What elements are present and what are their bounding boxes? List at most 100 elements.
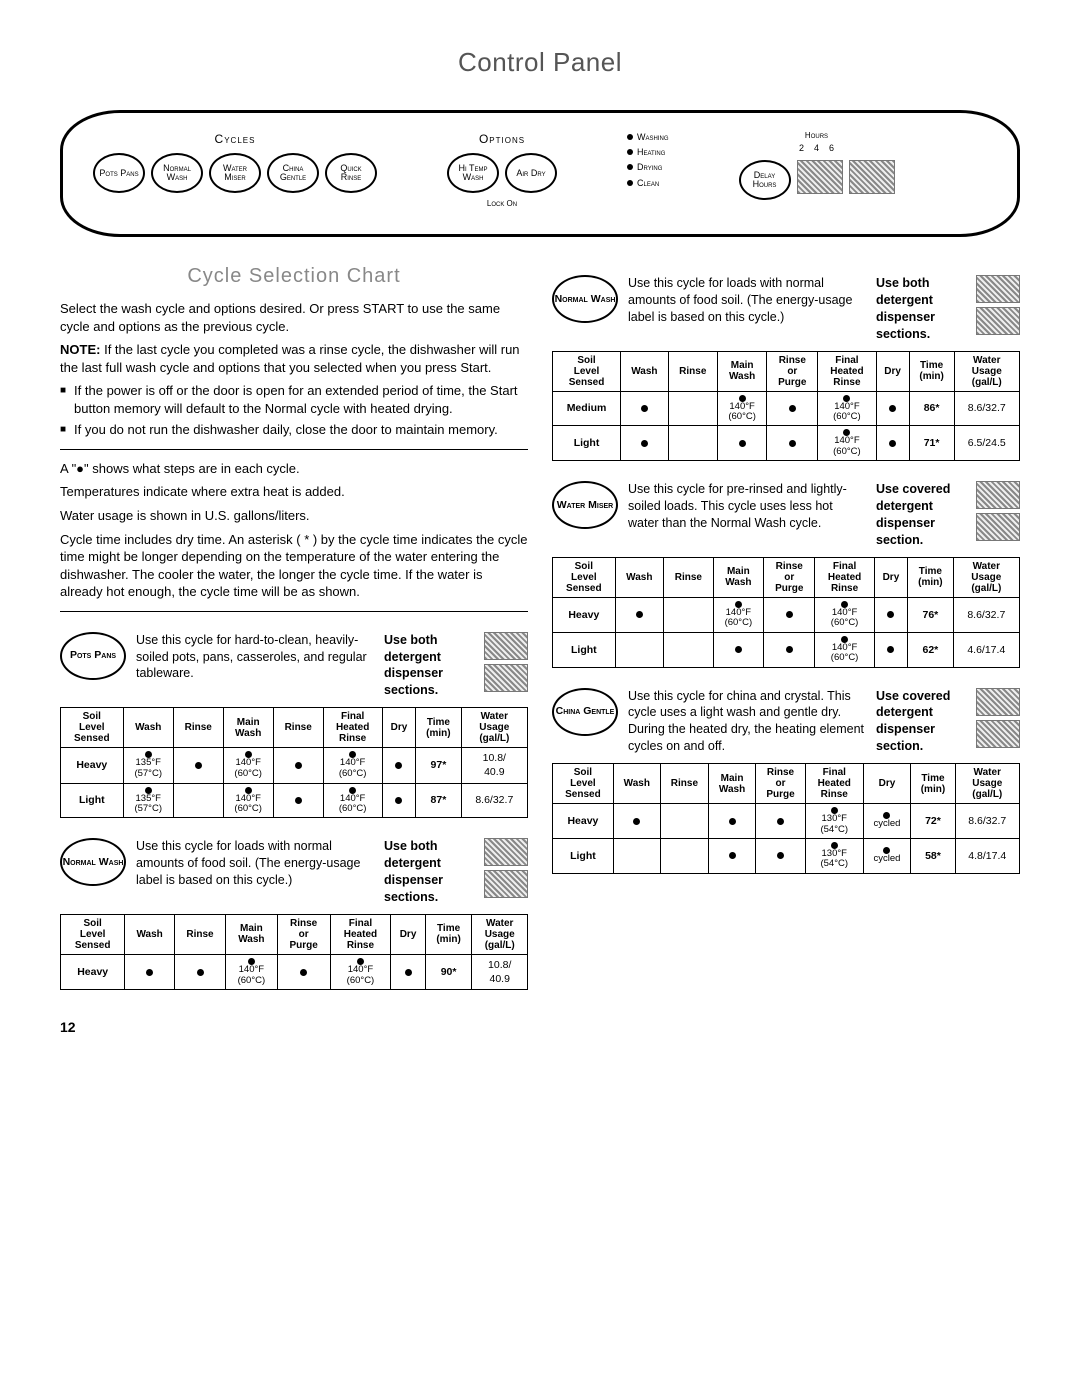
col-header: RinseorPurge (756, 764, 806, 804)
cycle-art (976, 481, 1020, 509)
cycle-tip: Use both detergent dispenser sections. (384, 838, 474, 906)
col-header: Time(min) (425, 914, 472, 954)
col-header: RinseorPurge (767, 351, 818, 391)
pots-pans-button[interactable]: Pots Pans (93, 153, 145, 193)
col-header: Wash (125, 914, 175, 954)
col-header: FinalHeatedRinse (806, 764, 864, 804)
lock-on-label: Lock On (487, 199, 517, 210)
cycle-desc: Use this cycle for hard-to-clean, heavil… (136, 632, 374, 683)
table-row: Heavy140°F(60°C)140°F(60°C)90*10.8/40.9 (61, 954, 528, 989)
status-drying: Drying (627, 161, 669, 173)
col-header: Rinse (668, 351, 717, 391)
table-row: Light130°F(54°C)cycled58*4.8/17.4 (553, 838, 1020, 873)
cycle-art (976, 307, 1020, 335)
cycle-table: SoilLevelSensedWashRinseMainWashRinseorP… (60, 914, 528, 990)
col-header: Dry (863, 764, 911, 804)
col-header: SoilLevelSensed (553, 557, 616, 597)
table-row: Heavy135°F(57°C)140°F(60°C)140°F(60°C)97… (61, 748, 528, 783)
cycle-desc: Use this cycle for loads with normal amo… (136, 838, 374, 889)
cycle-table: SoilLevelSensedWashRinseMainWashRinseorP… (552, 351, 1020, 462)
cycle-art (484, 632, 528, 660)
cycle-art (976, 688, 1020, 716)
col-header: Time(min) (909, 351, 954, 391)
cycle-tip: Use covered detergent dispenser section. (876, 688, 966, 756)
col-header: WaterUsage(gal/L) (955, 764, 1019, 804)
col-header: MainWash (713, 557, 763, 597)
cycle-desc: Use this cycle for loads with normal amo… (628, 275, 866, 326)
status-heating: Heating (627, 146, 669, 158)
col-header: MainWash (226, 914, 278, 954)
cycle-tip: Use both detergent dispenser sections. (876, 275, 966, 343)
normal-wash-icon: Normal Wash (60, 838, 126, 886)
air-dry-button[interactable]: Air Dry (505, 153, 557, 193)
col-header: Rinse (173, 708, 223, 748)
control-panel: Cycles Pots PansNormal WashWater MiserCh… (60, 110, 1020, 237)
col-header: FinalHeatedRinse (330, 914, 391, 954)
col-header: SoilLevelSensed (61, 914, 125, 954)
intro-p4: Water usage is shown in U.S. gallons/lit… (60, 507, 528, 525)
table-row: Heavy140°F(60°C)140°F(60°C)76*8.6/32.7 (553, 597, 1020, 632)
normal-wash-button[interactable]: Normal Wash (151, 153, 203, 193)
col-header: WaterUsage(gal/L) (953, 557, 1019, 597)
quick-rinse-button[interactable]: Quick Rinse (325, 153, 377, 193)
col-header: Dry (874, 557, 907, 597)
hours-label: Hours (799, 131, 834, 142)
col-header: Rinse (273, 708, 323, 748)
status-group: Washing Heating Drying Clean (627, 131, 669, 189)
panel-art-1 (797, 160, 843, 194)
cycle-desc: Use this cycle for china and crystal. Th… (628, 688, 866, 756)
table-row: Light140°F(60°C)62*4.6/17.4 (553, 632, 1020, 667)
col-header: SoilLevelSensed (553, 764, 614, 804)
col-header: Dry (876, 351, 909, 391)
cycle-tip: Use covered detergent dispenser section. (876, 481, 966, 549)
hi-temp-wash-button[interactable]: Hi Temp Wash (447, 153, 499, 193)
intro-p5: Cycle time includes dry time. An asteris… (60, 531, 528, 601)
pots-pans-icon: Pots Pans (60, 632, 126, 680)
col-header: Wash (123, 708, 173, 748)
cycle-table: SoilLevelSensedWashRinseMainWashRinseFin… (60, 707, 528, 818)
table-row: Light135°F(57°C)140°F(60°C)140°F(60°C)87… (61, 783, 528, 818)
col-header: Wash (613, 764, 660, 804)
col-header: WaterUsage(gal/L) (472, 914, 528, 954)
options-label: Options (479, 131, 525, 147)
delay-hours-button[interactable]: Delay Hours (739, 160, 791, 200)
cycle-table: SoilLevelSensedWashRinseMainWashRinseorP… (552, 557, 1020, 668)
water-miser-icon: Water Miser (552, 481, 618, 529)
col-header: RinseorPurge (764, 557, 815, 597)
panel-art-2 (849, 160, 895, 194)
intro-p1: Select the wash cycle and options desire… (60, 300, 528, 335)
cycle-art (484, 870, 528, 898)
col-header: SoilLevelSensed (61, 708, 124, 748)
status-washing: Washing (627, 131, 669, 143)
col-header: FinalHeatedRinse (323, 708, 382, 748)
col-header: Time(min) (416, 708, 461, 748)
cycle-desc: Use this cycle for pre-rinsed and lightl… (628, 481, 866, 532)
cycles-label: Cycles (215, 131, 256, 147)
water-miser-button[interactable]: Water Miser (209, 153, 261, 193)
table-row: Light140°F(60°C)71*6.5/24.5 (553, 426, 1020, 461)
col-header: Rinse (663, 557, 713, 597)
section-title: Cycle Selection Chart (60, 263, 528, 290)
status-clean: Clean (627, 177, 669, 189)
col-header: FinalHeatedRinse (818, 351, 876, 391)
cycle-art (484, 838, 528, 866)
col-header: Time(min) (911, 764, 955, 804)
cycle-art (976, 513, 1020, 541)
intro-bullet-1: If the power is off or the door is open … (60, 382, 528, 417)
col-header: WaterUsage(gal/L) (954, 351, 1019, 391)
col-header: MainWash (717, 351, 767, 391)
col-header: Wash (615, 557, 663, 597)
cycles-group: Cycles Pots PansNormal WashWater MiserCh… (93, 131, 377, 193)
intro-p2: A "●" shows what steps are in each cycle… (60, 460, 528, 478)
normal-wash-icon: Normal Wash (552, 275, 618, 323)
col-header: MainWash (223, 708, 273, 748)
intro-bullet-2: If you do not run the dishwasher daily, … (60, 421, 528, 439)
intro-p3: Temperatures indicate where extra heat i… (60, 483, 528, 501)
col-header: Dry (382, 708, 415, 748)
china-gentle-button[interactable]: China Gentle (267, 153, 319, 193)
cycle-art (484, 664, 528, 692)
col-header: WaterUsage(gal/L) (461, 708, 527, 748)
page-number: 12 (60, 1018, 528, 1037)
col-header: Rinse (174, 914, 225, 954)
col-header: FinalHeatedRinse (815, 557, 874, 597)
